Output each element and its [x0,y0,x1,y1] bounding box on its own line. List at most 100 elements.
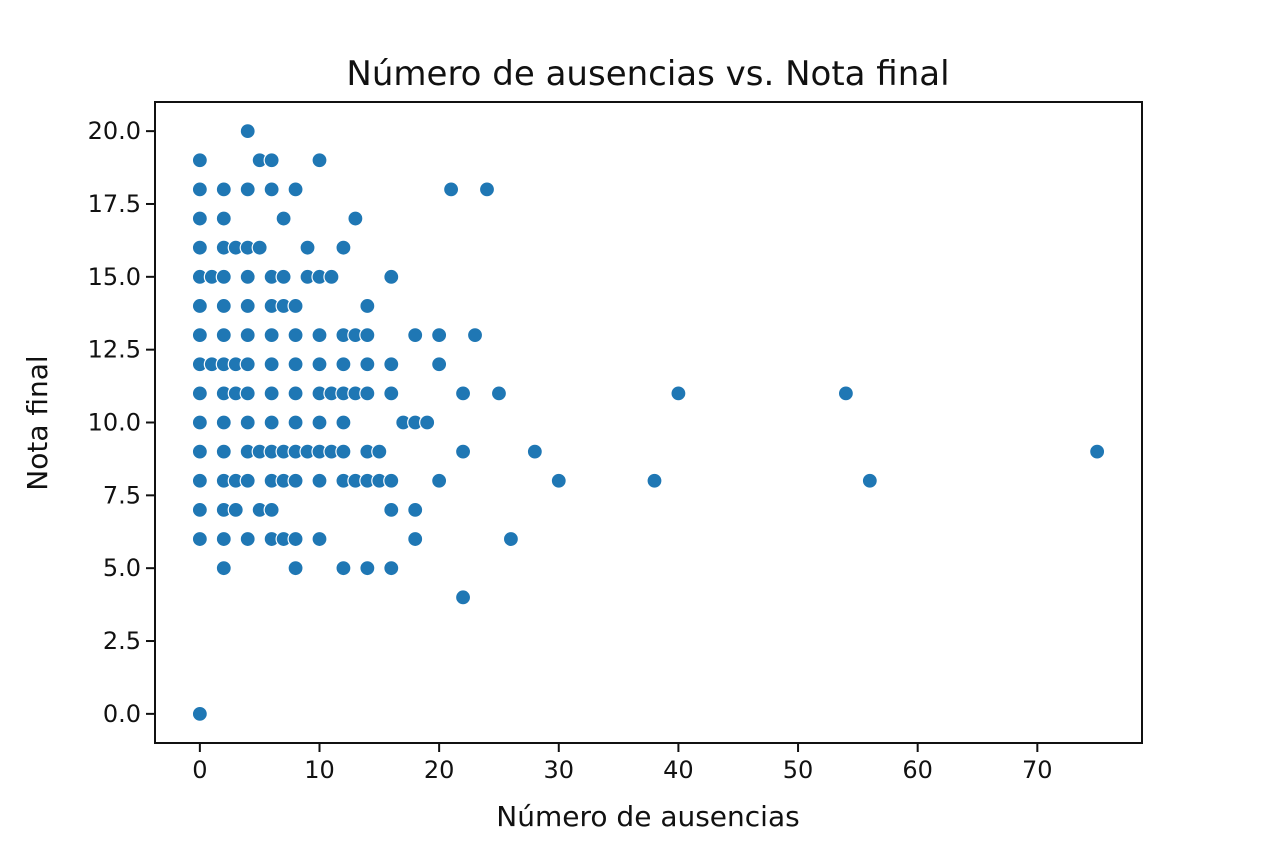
data-point [239,181,256,198]
data-point [311,530,328,548]
data-point [239,414,256,431]
data-point [239,530,256,548]
data-point [191,705,208,722]
x-axis-label: Número de ausencias [496,800,799,833]
data-point [275,210,292,227]
data-point [215,210,232,227]
data-point [861,472,878,489]
data-point [311,152,328,169]
data-point [263,326,280,344]
data-point [191,385,208,402]
data-point [215,297,232,315]
data-point [431,356,448,373]
y-axis-label: Nota final [21,355,54,490]
plot-frame [154,101,1143,744]
data-point [215,560,232,577]
data-point [263,181,280,198]
data-point [311,472,328,489]
data-point [227,501,244,519]
data-point [335,443,352,460]
data-point [407,326,424,344]
data-point [466,326,484,344]
chart-title: Número de ausencias vs. Nota final [346,54,949,94]
y-tick-label: 17.5 [88,190,141,218]
data-point [359,297,376,315]
data-point [287,297,304,315]
data-point [215,268,232,285]
x-tick-label: 10 [304,756,335,784]
data-point [215,530,232,548]
data-point [371,443,388,460]
data-point [550,472,567,489]
y-tick-label: 7.5 [103,481,141,509]
data-point [383,472,400,489]
data-point [347,210,364,227]
x-tick-label: 70 [1022,756,1053,784]
data-point [431,472,448,489]
data-point [335,560,352,577]
data-point [407,530,424,548]
data-point [490,385,508,402]
data-point [359,560,376,577]
data-point [454,589,472,606]
data-point [359,385,376,402]
data-point [837,385,855,402]
x-tick-label: 40 [663,756,694,784]
data-point [239,385,256,402]
y-tick-label: 5.0 [103,554,141,582]
data-point [299,239,316,256]
data-point [670,385,687,402]
data-point [1089,443,1106,460]
data-point [251,239,268,256]
data-point [191,326,208,344]
axis-ticks: 0 10 20 30 40 50 60 70 0.0 2.5 5.0 7.5 10.0 12.5 15.0 1… [88,117,1053,784]
data-point [239,356,256,373]
data-point [215,181,232,198]
data-point [239,326,256,344]
data-point [383,385,400,402]
data-point [191,239,208,256]
data-point [431,326,448,344]
data-point [239,297,256,315]
data-point [263,152,280,169]
data-point [191,443,208,460]
data-point [287,414,304,431]
y-tick-label: 15.0 [88,263,141,291]
data-point [383,501,400,519]
data-point [383,356,400,373]
data-point [287,472,304,489]
data-point [287,326,304,344]
y-tick-label: 20.0 [88,117,141,145]
data-point [454,443,472,460]
data-point [191,501,208,519]
x-tick-label: 50 [783,756,814,784]
data-point [263,356,280,373]
data-point [191,414,208,431]
data-point [191,152,208,169]
data-point [502,530,520,548]
y-tick-label: 12.5 [88,336,141,364]
data-point [335,239,352,256]
data-point [191,210,208,227]
data-point [263,501,280,519]
data-point [383,560,400,577]
data-point [311,326,328,344]
data-point [335,356,352,373]
data-point [646,472,663,489]
data-point [191,297,208,315]
data-points [191,123,1106,722]
x-tick-label: 20 [424,756,455,784]
data-point [454,385,472,402]
y-tick-label: 10.0 [88,409,141,437]
data-point [215,414,232,431]
data-point [287,385,304,402]
data-point [359,326,376,344]
y-tick-label: 0.0 [103,700,141,728]
data-point [311,356,328,373]
x-tick-label: 60 [902,756,933,784]
data-point [275,268,292,285]
data-point [215,326,232,344]
data-point [239,268,256,285]
y-tick-label: 2.5 [103,627,141,655]
